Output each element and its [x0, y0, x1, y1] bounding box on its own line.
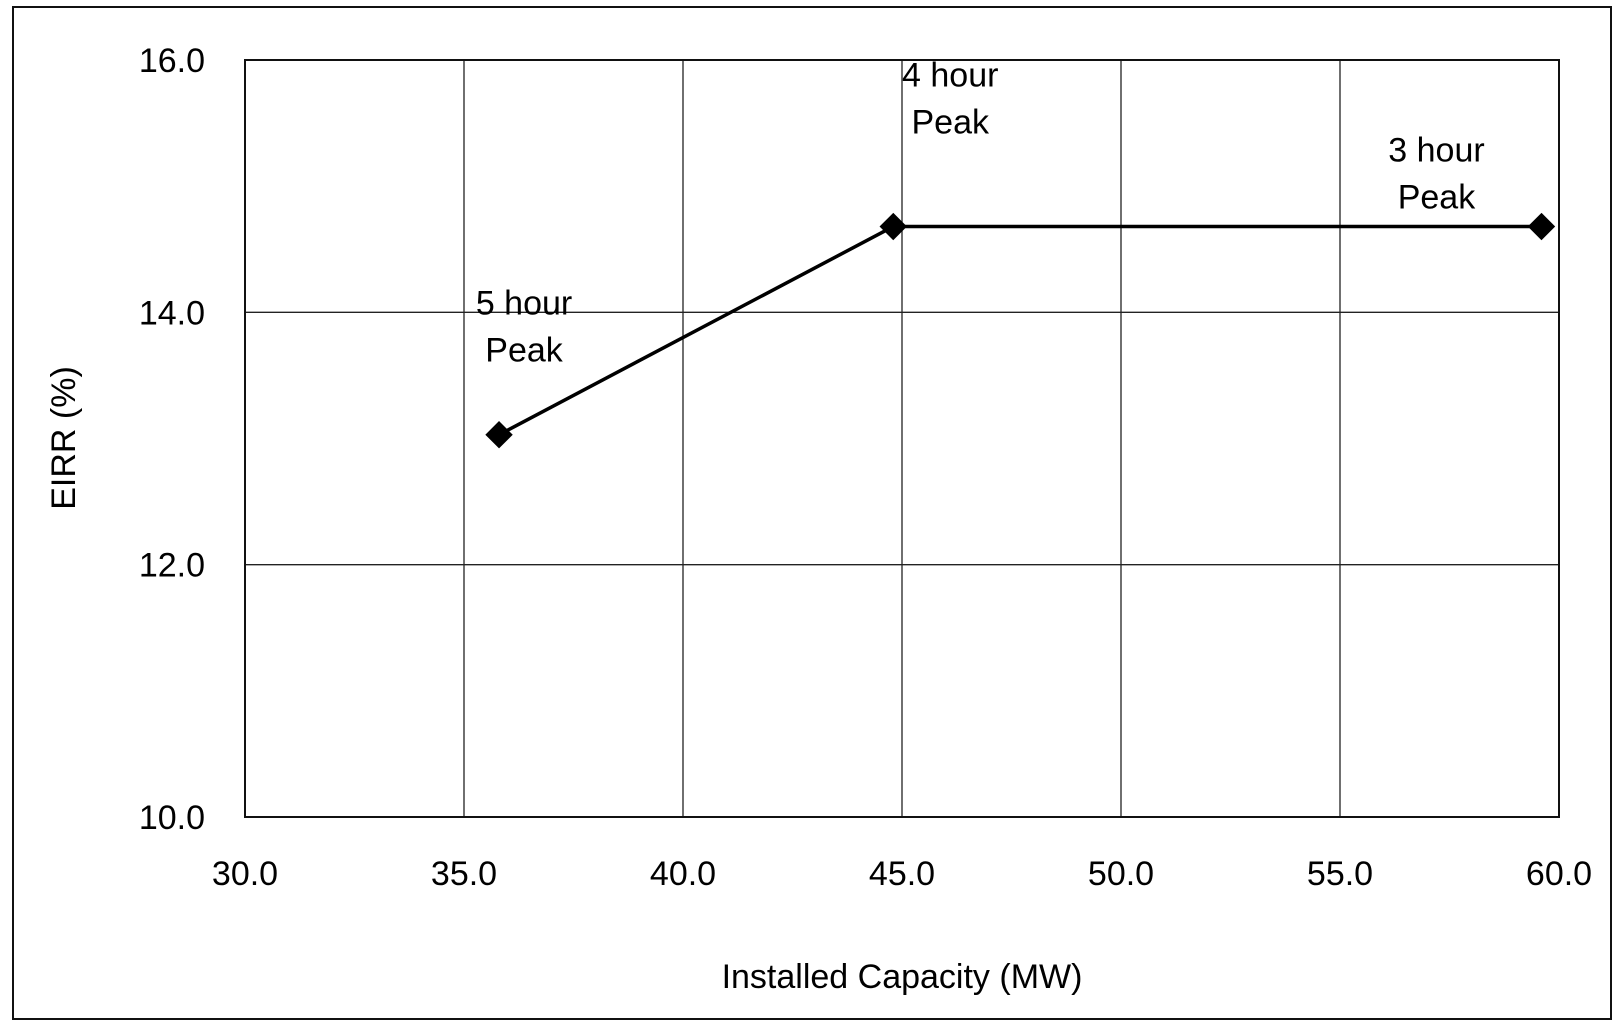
annotation-line: 4 hour [902, 57, 998, 95]
y-tick-label: 16.0 [139, 42, 205, 80]
x-tick-label: 55.0 [1307, 855, 1373, 893]
y-axis-ticks: 10.0 12.0 14.0 16.0 [139, 42, 205, 837]
data-point-marker [879, 212, 907, 241]
x-axis-ticks: 30.0 35.0 40.0 45.0 50.0 55.0 60.0 [212, 855, 1592, 893]
grid [245, 60, 1559, 817]
x-tick-label: 60.0 [1526, 855, 1592, 893]
x-tick-label: 40.0 [650, 855, 716, 893]
series [485, 212, 1556, 449]
annotation-line: 3 hour [1388, 132, 1484, 170]
x-tick-label: 30.0 [212, 855, 278, 893]
x-tick-label: 35.0 [431, 855, 497, 893]
y-tick-label: 10.0 [139, 799, 205, 837]
annotations: 5 hour Peak 4 hour Peak 3 hour Peak [476, 57, 1485, 370]
plot-border [244, 59, 1560, 818]
point-annotation: 3 hour Peak [1388, 132, 1484, 217]
annotation-line: Peak [911, 104, 989, 142]
data-point-marker [1527, 212, 1556, 241]
y-axis-title: EIRR (%) [45, 366, 83, 510]
x-tick-label: 50.0 [1088, 855, 1154, 893]
annotation-line: 5 hour [476, 285, 572, 323]
annotation-line: Peak [485, 332, 563, 370]
x-axis-title: Installed Capacity (MW) [722, 958, 1083, 996]
annotation-line: Peak [1398, 179, 1476, 217]
y-tick-label: 14.0 [139, 294, 205, 332]
point-annotation: 5 hour Peak [476, 285, 572, 370]
x-tick-label: 45.0 [869, 855, 935, 893]
y-tick-label: 12.0 [139, 547, 205, 585]
data-point-marker [485, 421, 513, 449]
point-annotation: 4 hour Peak [902, 57, 998, 142]
